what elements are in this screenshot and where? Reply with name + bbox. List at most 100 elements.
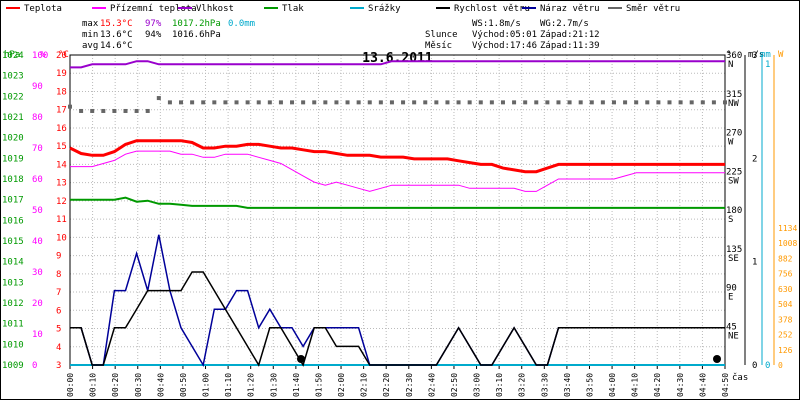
series-smer-point <box>156 96 161 101</box>
calm-marker <box>713 355 721 363</box>
temp-tick: 14 <box>56 160 67 170</box>
stat-avg-label: avg <box>82 41 98 51</box>
deg-dir: SW <box>728 176 739 186</box>
series-smer-point <box>367 100 372 105</box>
hpa-tick: 1015 <box>2 237 24 247</box>
stat-max-press: 1017.2hPa <box>172 19 221 29</box>
x-tick-label: 01:20 <box>247 373 256 397</box>
hpa-tick: 1018 <box>2 175 24 185</box>
w-tick: 1134 <box>778 224 797 233</box>
series-smer-point <box>179 100 184 105</box>
series-smer-point <box>589 100 594 105</box>
legend-label-tlak: Tlak <box>282 4 304 14</box>
ms-unit: m/s <box>748 50 764 60</box>
legend-label-naraz: Náraz větru <box>540 4 600 14</box>
pct-tick: 60 <box>32 175 43 185</box>
w-tick: 756 <box>778 270 793 279</box>
ms-tick: 0 <box>752 361 757 371</box>
series-smer-point <box>101 108 106 113</box>
legend-label-srazky: Srážky <box>368 4 401 14</box>
temp-tick: 6 <box>56 306 61 316</box>
series-smer-point <box>500 100 505 105</box>
ms-tick: 1 <box>752 258 757 268</box>
w-tick: 504 <box>778 300 793 309</box>
series-smer-point <box>512 100 517 105</box>
sun-set: Západ:21:12 <box>540 30 600 40</box>
w-tick: 126 <box>778 346 793 355</box>
series-smer-point <box>456 100 461 105</box>
hpa-tick: 1016 <box>2 216 24 226</box>
deg-tick: 135 <box>726 245 742 255</box>
series-naraz <box>70 234 725 368</box>
x-tick-label: 03:00 <box>473 373 482 397</box>
series-smer-point <box>611 100 616 105</box>
deg-dir: S <box>728 215 733 225</box>
series-smer-point <box>445 100 450 105</box>
pct-tick: 90 <box>32 82 43 92</box>
series-vlhkost <box>70 60 725 69</box>
w-tick: 0 <box>778 361 783 370</box>
temp-tick: 4 <box>56 343 61 353</box>
stat-max-label: max <box>82 19 99 29</box>
series-smer-point <box>667 100 672 105</box>
temp-tick: 16 <box>56 124 67 134</box>
x-tick-label: 03:20 <box>518 373 527 397</box>
temp-tick: 3 <box>56 361 61 371</box>
x-tick-label: 03:40 <box>563 373 572 397</box>
series-smer-point <box>68 104 72 109</box>
stat-min-press: 1016.6hPa <box>172 30 221 40</box>
series-smer-point <box>212 100 217 105</box>
x-tick-label: 00:30 <box>134 373 143 397</box>
x-tick-label: 03:30 <box>540 373 549 397</box>
series-smer-point <box>434 100 439 105</box>
ms-tick: 3 <box>752 51 757 61</box>
deg-tick: 225 <box>726 167 742 177</box>
x-tick-label: 00:20 <box>111 373 120 397</box>
series-smer-point <box>645 100 650 105</box>
deg-dir: NW <box>728 99 739 109</box>
deg-tick: 270 <box>726 129 742 139</box>
hpa-tick: 1013 <box>2 278 24 288</box>
series-smer-point <box>678 100 683 105</box>
hpa-tick: 1024 <box>2 51 24 61</box>
x-tick-label: 04:30 <box>676 373 685 397</box>
sun-label: Slunce <box>425 30 458 40</box>
temp-tick: 15 <box>56 142 67 152</box>
series-smer-point <box>534 100 539 105</box>
series-smer-point <box>545 100 550 105</box>
wind-stat-wg: WG:2.7m/s <box>540 19 589 29</box>
series-smer-point <box>523 100 528 105</box>
deg-dir: W <box>728 138 734 148</box>
series-smer-point <box>401 100 406 105</box>
hpa-tick: 1012 <box>2 299 24 309</box>
x-tick-label: 02:50 <box>450 373 459 397</box>
x-tick-label: 03:50 <box>585 373 594 397</box>
deg-tick: 90 <box>726 284 737 294</box>
x-tick-label: 04:10 <box>631 373 640 397</box>
stat-min-temp: 13.6°C <box>100 30 133 40</box>
series-smer-point <box>656 100 661 105</box>
series-smer-point <box>323 100 328 105</box>
x-tick-label: 02:30 <box>405 373 414 397</box>
series-smer-point <box>145 108 150 113</box>
temp-tick: 10 <box>56 233 67 243</box>
w-unit: W <box>778 50 784 60</box>
mm-tick: 0 <box>765 361 770 371</box>
moon-set: Západ:11:39 <box>540 41 600 51</box>
x-tick-label: 04:20 <box>653 373 662 397</box>
temp-tick: 13 <box>56 179 67 189</box>
hpa-unit: hPa <box>4 50 20 60</box>
deg-dir: N <box>728 60 733 70</box>
temp-unit: °C <box>58 50 69 60</box>
pct-tick: 0 <box>32 361 37 371</box>
deg-tick: 180 <box>726 206 742 216</box>
deg-tick: 45 <box>726 322 737 332</box>
temp-tick: 17 <box>56 106 67 116</box>
deg-tick: 360 <box>726 51 742 61</box>
w-tick: 630 <box>778 285 793 294</box>
series-smer-point <box>467 100 472 105</box>
temp-tick: 9 <box>56 252 61 262</box>
w-tick: 1008 <box>778 239 797 248</box>
x-tick-label: 04:00 <box>608 373 617 397</box>
x-tick-label: 02:10 <box>360 373 369 397</box>
